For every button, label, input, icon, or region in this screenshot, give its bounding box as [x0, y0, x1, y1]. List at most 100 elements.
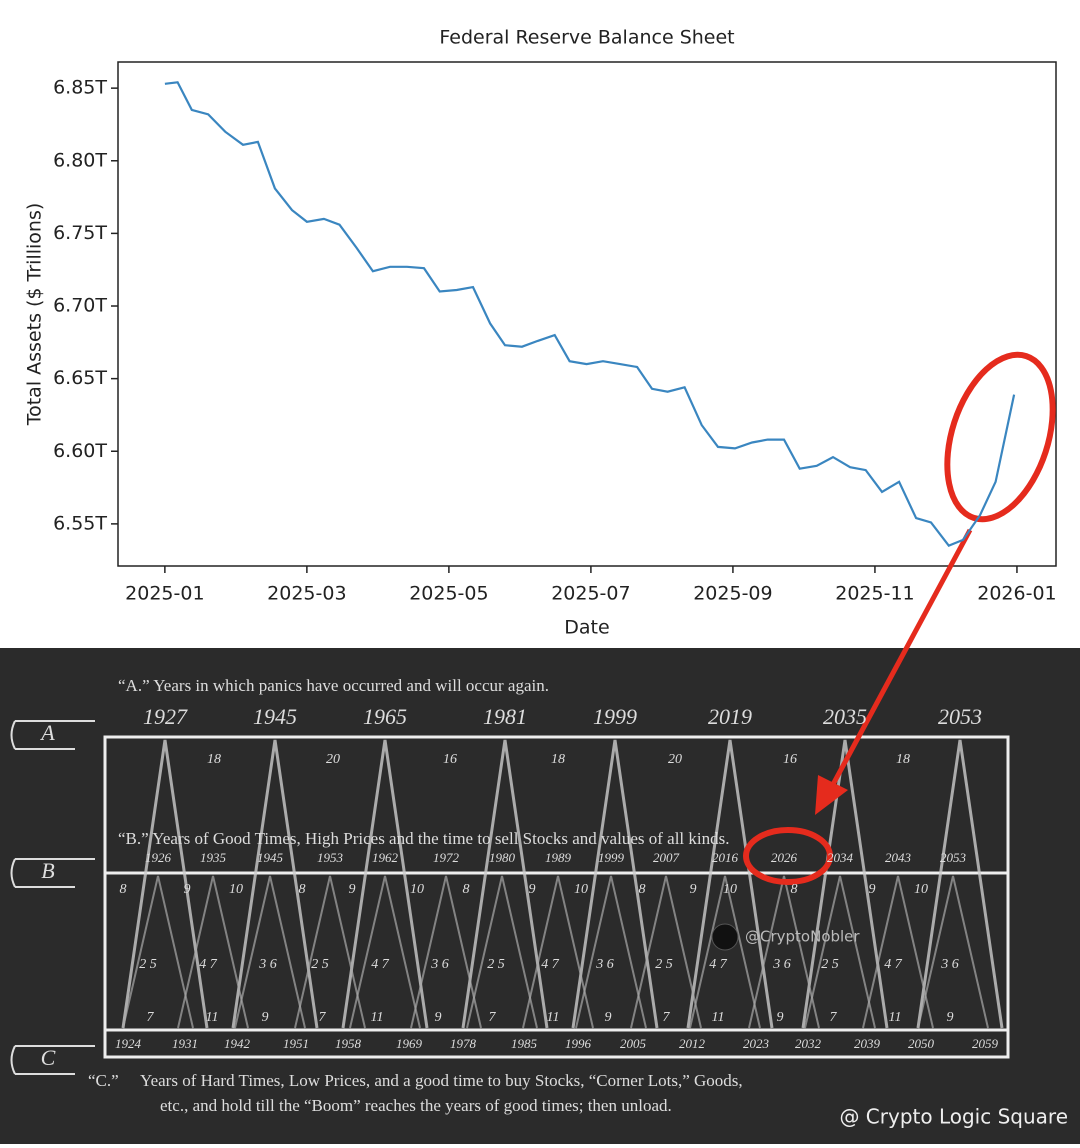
cycle-number: 9 [605, 1010, 612, 1025]
cycle-number: 10 [410, 882, 424, 897]
cycle-number: 9 [262, 1010, 269, 1025]
cycle-peak [410, 875, 482, 1029]
y-tick-label: 6.65T [53, 367, 107, 389]
credit: @ Crypto Logic Square [839, 1105, 1068, 1129]
cycle-number: 10 [723, 882, 737, 897]
cycle-number: 10 [229, 882, 243, 897]
cycle-peak [689, 875, 761, 1029]
plot-frame [117, 61, 1057, 567]
cycle-number: 11 [371, 1010, 384, 1025]
cycle-peak [862, 875, 934, 1029]
a-interval: 16 [443, 752, 457, 767]
cycle-number: 7 [663, 1010, 671, 1025]
c-year: 1931 [172, 1036, 198, 1051]
cycle-number: 8 [791, 882, 798, 897]
pointing-hand [10, 1045, 95, 1075]
hand-label: B [41, 858, 54, 883]
cycle-number: 2 5 [311, 957, 329, 972]
cycle-number: 3 6 [940, 957, 959, 972]
cycle-peak [917, 875, 989, 1029]
x-logo [711, 923, 739, 951]
cycle-number: 11 [206, 1010, 219, 1025]
c-caption: etc., and hold till the “Boom” reaches t… [160, 1096, 672, 1115]
c-year: 2012 [679, 1036, 706, 1051]
panic-peak [341, 739, 429, 1029]
panic-peak [121, 739, 209, 1029]
b-year: 1945 [257, 850, 284, 865]
cycle-peak [522, 875, 594, 1029]
a-year: 1981 [483, 704, 527, 729]
b-year: 1989 [545, 850, 572, 865]
panic-peak [916, 739, 1004, 1029]
b-year: 2007 [653, 850, 680, 865]
x-tick-label: 2025-03 [267, 583, 346, 605]
x-tick-label: 2025-11 [835, 583, 914, 605]
pointing-hand [10, 858, 95, 888]
x-tick-label: 2025-07 [551, 583, 630, 605]
y-tick-label: 6.80T [53, 149, 107, 171]
data-line [164, 81, 1016, 548]
b-year: 1962 [372, 850, 399, 865]
arrow-head [815, 775, 848, 815]
highlight-circle [743, 827, 833, 885]
cycle-number: 7 [830, 1010, 838, 1025]
c-year: 2050 [908, 1036, 935, 1051]
panic-peak [686, 739, 774, 1029]
b-year: 2034 [827, 850, 854, 865]
cycle-peak [349, 875, 421, 1029]
zigzag [121, 739, 1004, 1029]
cycle-number: 11 [712, 1010, 725, 1025]
cycle-number: 9 [947, 1010, 954, 1025]
cycle-number: 8 [463, 882, 470, 897]
cycle-number: 4 7 [709, 957, 728, 972]
panic-peak [461, 739, 549, 1029]
cycle-number: 7 [147, 1010, 155, 1025]
watermark: @CryptoNobler [745, 928, 860, 946]
cycle-peak [575, 875, 647, 1029]
c-year: 2023 [743, 1036, 770, 1051]
a-year: 1965 [363, 704, 407, 729]
c-year: 2005 [620, 1036, 647, 1051]
a-interval: 20 [326, 752, 340, 767]
a-interval: 18 [207, 752, 221, 767]
cycle-number: 2 5 [487, 957, 505, 972]
arrow [827, 528, 973, 792]
cycle-number: 9 [184, 882, 191, 897]
cycle-number: 10 [914, 882, 928, 897]
a-year: 2035 [823, 704, 867, 729]
chart-background [0, 0, 1080, 648]
b-year: 2053 [940, 850, 967, 865]
b-year: 1980 [489, 850, 516, 865]
hand-label: C [41, 1045, 56, 1070]
b-year: 1953 [317, 850, 344, 865]
b-caption: “B.” Years of Good Times, High Prices an… [118, 829, 729, 848]
c-caption: Years of Hard Times, Low Prices, and a g… [140, 1071, 743, 1090]
pointing-hand [10, 720, 95, 750]
c-year: 1942 [224, 1036, 251, 1051]
a-interval: 16 [783, 752, 797, 767]
cycle-number: 4 7 [199, 957, 218, 972]
cycle-peak [466, 875, 538, 1029]
a-year: 1927 [143, 704, 188, 729]
c-year: 1978 [450, 1036, 477, 1051]
b-year: 1935 [200, 850, 227, 865]
cycle-number: 7 [319, 1010, 327, 1025]
a-interval: 18 [551, 752, 565, 767]
y-tick-label: 6.60T [53, 440, 107, 462]
c-year: 2059 [972, 1036, 999, 1051]
c-year: 1969 [396, 1036, 423, 1051]
a-year: 1945 [253, 704, 297, 729]
cycle-number: 8 [299, 882, 306, 897]
c-year: 1924 [115, 1036, 142, 1051]
cycle-number: 9 [690, 882, 697, 897]
a-year: 2053 [938, 704, 982, 729]
cycle-number: 4 7 [371, 957, 390, 972]
cycle-number: 3 6 [430, 957, 449, 972]
cycle-peak [234, 875, 306, 1029]
cycle-peak [630, 875, 702, 1029]
cycle-number: 9 [349, 882, 356, 897]
a-interval: 20 [668, 752, 682, 767]
panic-peak [571, 739, 659, 1029]
